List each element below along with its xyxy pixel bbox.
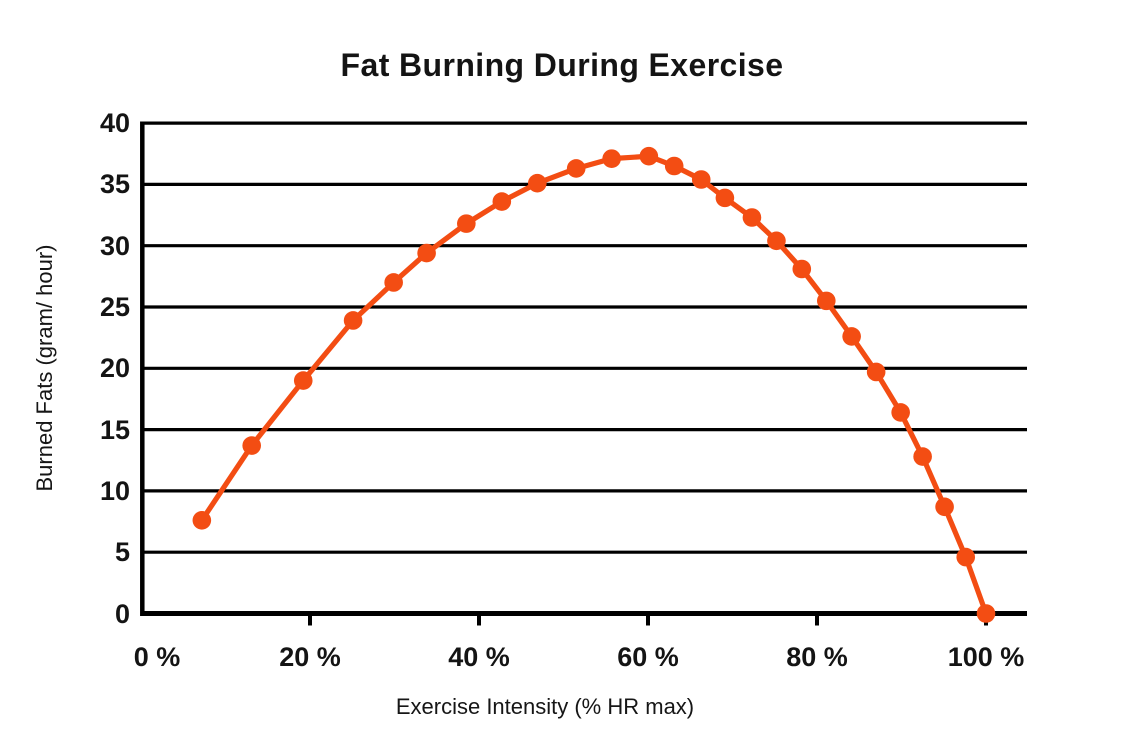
y-tick-label: 20 [99,353,130,384]
x-tick-label: 0 % [133,642,181,672]
chart-title: Fat Burning During Exercise [340,47,784,83]
data-point-marker [343,311,363,330]
data-point-marker [742,208,762,227]
y-tick-label: 25 [99,292,130,322]
data-point-marker [664,156,684,176]
data-point-marker [913,447,932,466]
y-tick-label: 35 [99,169,130,200]
data-point-marker [293,371,313,390]
data-point-marker [976,604,996,623]
data-point-marker [492,192,512,211]
data-point-marker [767,231,786,251]
y-tick-label: 15 [99,414,130,445]
x-tick-label: 60 % [617,642,679,672]
data-point-marker [691,170,711,189]
x-tick-label: 40 % [448,642,510,672]
y-tick-label: 10 [99,475,130,506]
data-point-marker [866,362,886,382]
data-point-marker [891,403,910,422]
data-point-marker [417,243,436,263]
data-point-marker [566,159,586,178]
data-point-marker [528,173,547,193]
data-point-marker [457,214,476,233]
data-point-marker [842,327,861,346]
data-point-marker [639,146,659,166]
data-point-marker [384,273,403,292]
x-tick-label: 80 % [786,642,848,672]
x-tick-label: 20 % [279,642,341,672]
y-tick-label: 40 [99,108,130,139]
x-tick-label: 100 % [947,642,1025,672]
data-point-marker [792,259,812,279]
data-point-marker [816,291,836,311]
data-point-marker [242,436,261,455]
data-point-marker [935,497,954,517]
data-point-marker [956,547,976,567]
data-point-marker [715,188,735,208]
y-tick-label: 5 [114,537,130,568]
data-point-marker [602,149,621,168]
x-axis-title: Exercise Intensity (% HR max) [395,694,695,719]
data-point-marker [192,511,212,530]
y-tick-label: 0 [114,598,130,629]
fat-burning-line [199,153,989,617]
y-tick-label: 30 [99,230,130,261]
